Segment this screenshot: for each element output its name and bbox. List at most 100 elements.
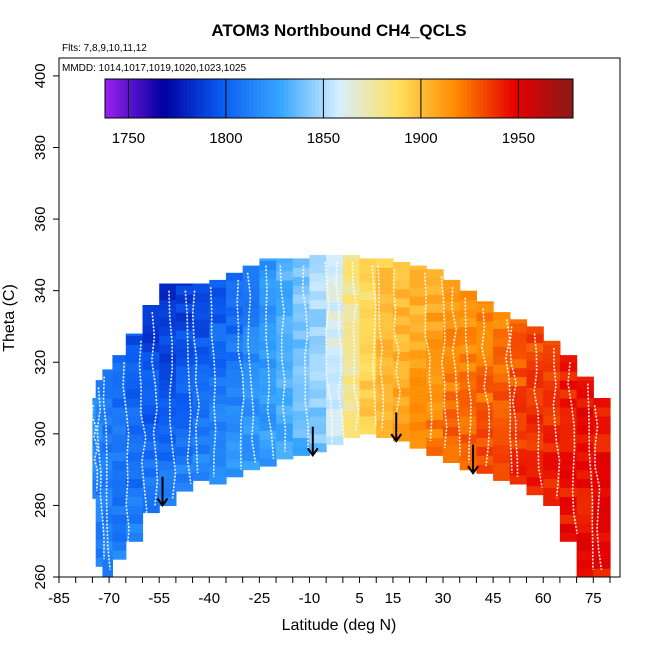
colorbar-segment	[518, 79, 523, 118]
curtain-cell	[559, 451, 578, 462]
flight-track	[567, 362, 578, 535]
curtain-cell	[543, 442, 561, 453]
curtain-cell	[493, 471, 511, 481]
curtain-cell	[543, 433, 561, 444]
curtain-cell	[309, 371, 327, 381]
curtain-cell	[426, 419, 444, 429]
colorbar-segment	[112, 79, 118, 118]
colorbar-segment	[545, 79, 551, 118]
curtain-cell	[242, 308, 260, 319]
curtain-cell	[292, 446, 311, 456]
curtain-cell	[443, 283, 461, 293]
curtain-cell	[392, 271, 411, 281]
curtain-cell	[95, 432, 103, 442]
curtain-cell	[112, 532, 127, 542]
colorbar-segment	[233, 79, 239, 118]
curtain-cell	[326, 373, 344, 383]
curtain-cell	[526, 396, 544, 406]
x-axis-label: Latitude (deg N)	[282, 617, 397, 634]
curtain-cell	[276, 378, 294, 388]
curtain-cell	[309, 433, 327, 444]
curtain-cell	[576, 415, 594, 426]
curtain-cell	[426, 410, 444, 421]
curtain-cell	[259, 278, 277, 288]
curtain-cell	[493, 435, 511, 446]
curtain-cell	[493, 328, 511, 338]
curtain-cell	[112, 514, 127, 524]
curtain-cell	[292, 392, 311, 403]
x-axis: -85 -70 -55 -40 -25 -10 5 15 30 45 60 75	[48, 577, 611, 607]
curtain-cell	[259, 448, 277, 458]
curtain-cell	[526, 326, 544, 335]
colorbar-segment	[385, 79, 391, 118]
colorbar-segment	[514, 79, 519, 118]
curtain-cell	[209, 412, 227, 422]
curtain-cell	[409, 403, 427, 413]
flight-track	[279, 265, 287, 452]
colorbar-segment	[124, 79, 129, 118]
curtain-cell	[392, 342, 411, 353]
curtain-cell	[426, 269, 444, 277]
colorbar: 1750 1800 1850 1900 1950	[104, 78, 574, 147]
colorbar-segment	[354, 79, 359, 118]
curtain-cell	[359, 335, 377, 345]
curtain-cell	[125, 344, 144, 354]
arrow-head	[390, 433, 403, 443]
curtain-cell	[242, 353, 260, 363]
colorbar-segment	[288, 79, 293, 118]
colorbar-segment	[420, 79, 426, 118]
curtain-cell	[159, 283, 177, 292]
curtain-cell	[125, 478, 144, 489]
curtain-cell	[576, 514, 594, 524]
curtain-cell	[175, 365, 194, 376]
curtain-cell	[342, 347, 361, 358]
curtain-cell	[526, 342, 544, 353]
curtain-cell	[292, 428, 311, 438]
curtain-cell	[443, 399, 461, 410]
curtain-cell	[376, 365, 394, 376]
curtain-cell	[125, 407, 144, 417]
curtain-cell	[309, 415, 327, 426]
curtain-cell	[142, 432, 160, 442]
curtain-cell	[142, 342, 160, 353]
curtain-cell	[309, 344, 327, 354]
x-tick-label: -55	[148, 590, 170, 607]
curtain-cell	[125, 514, 144, 524]
flight-track	[464, 297, 472, 463]
colorbar-tick-label: 1950	[502, 130, 535, 147]
curtain-cell	[342, 330, 361, 340]
curtain-cell	[459, 362, 477, 372]
curtain-cell	[426, 401, 444, 412]
curtain-cell	[209, 287, 227, 297]
colorbar-segment	[409, 79, 414, 118]
curtain-cell	[309, 407, 327, 417]
curtain-cell	[342, 339, 361, 349]
curtain-cell	[192, 301, 210, 311]
curtain-cell	[242, 317, 260, 327]
curtain-cell	[509, 403, 528, 413]
curtain-cell	[543, 389, 561, 399]
curtain-cell	[426, 383, 444, 394]
curtain-cell	[509, 457, 528, 467]
curtain-cell	[125, 532, 144, 542]
curtain-cell	[102, 415, 113, 426]
curtain-cell	[259, 376, 277, 387]
curtain-cell	[95, 539, 103, 549]
colorbar-tick-label: 1750	[112, 130, 145, 147]
curtain-cell	[192, 310, 210, 320]
curtain-cell	[342, 294, 361, 304]
curtain-cell	[226, 272, 244, 281]
colorbar-segment	[147, 79, 153, 118]
colorbar-segment	[198, 79, 203, 118]
flight-track	[122, 362, 130, 552]
curtain-cell	[342, 312, 361, 322]
curtain-cell	[159, 398, 177, 408]
colorbar-segment	[268, 79, 274, 118]
curtain-cell	[526, 449, 544, 460]
curtain-cell	[292, 356, 311, 367]
curtain-cell	[142, 405, 160, 415]
curtain-cell	[559, 389, 578, 399]
curtain-cell	[102, 424, 113, 435]
curtain-cell	[326, 292, 344, 302]
y-axis: 260 280 300 320 340 360 380 400	[32, 63, 59, 590]
